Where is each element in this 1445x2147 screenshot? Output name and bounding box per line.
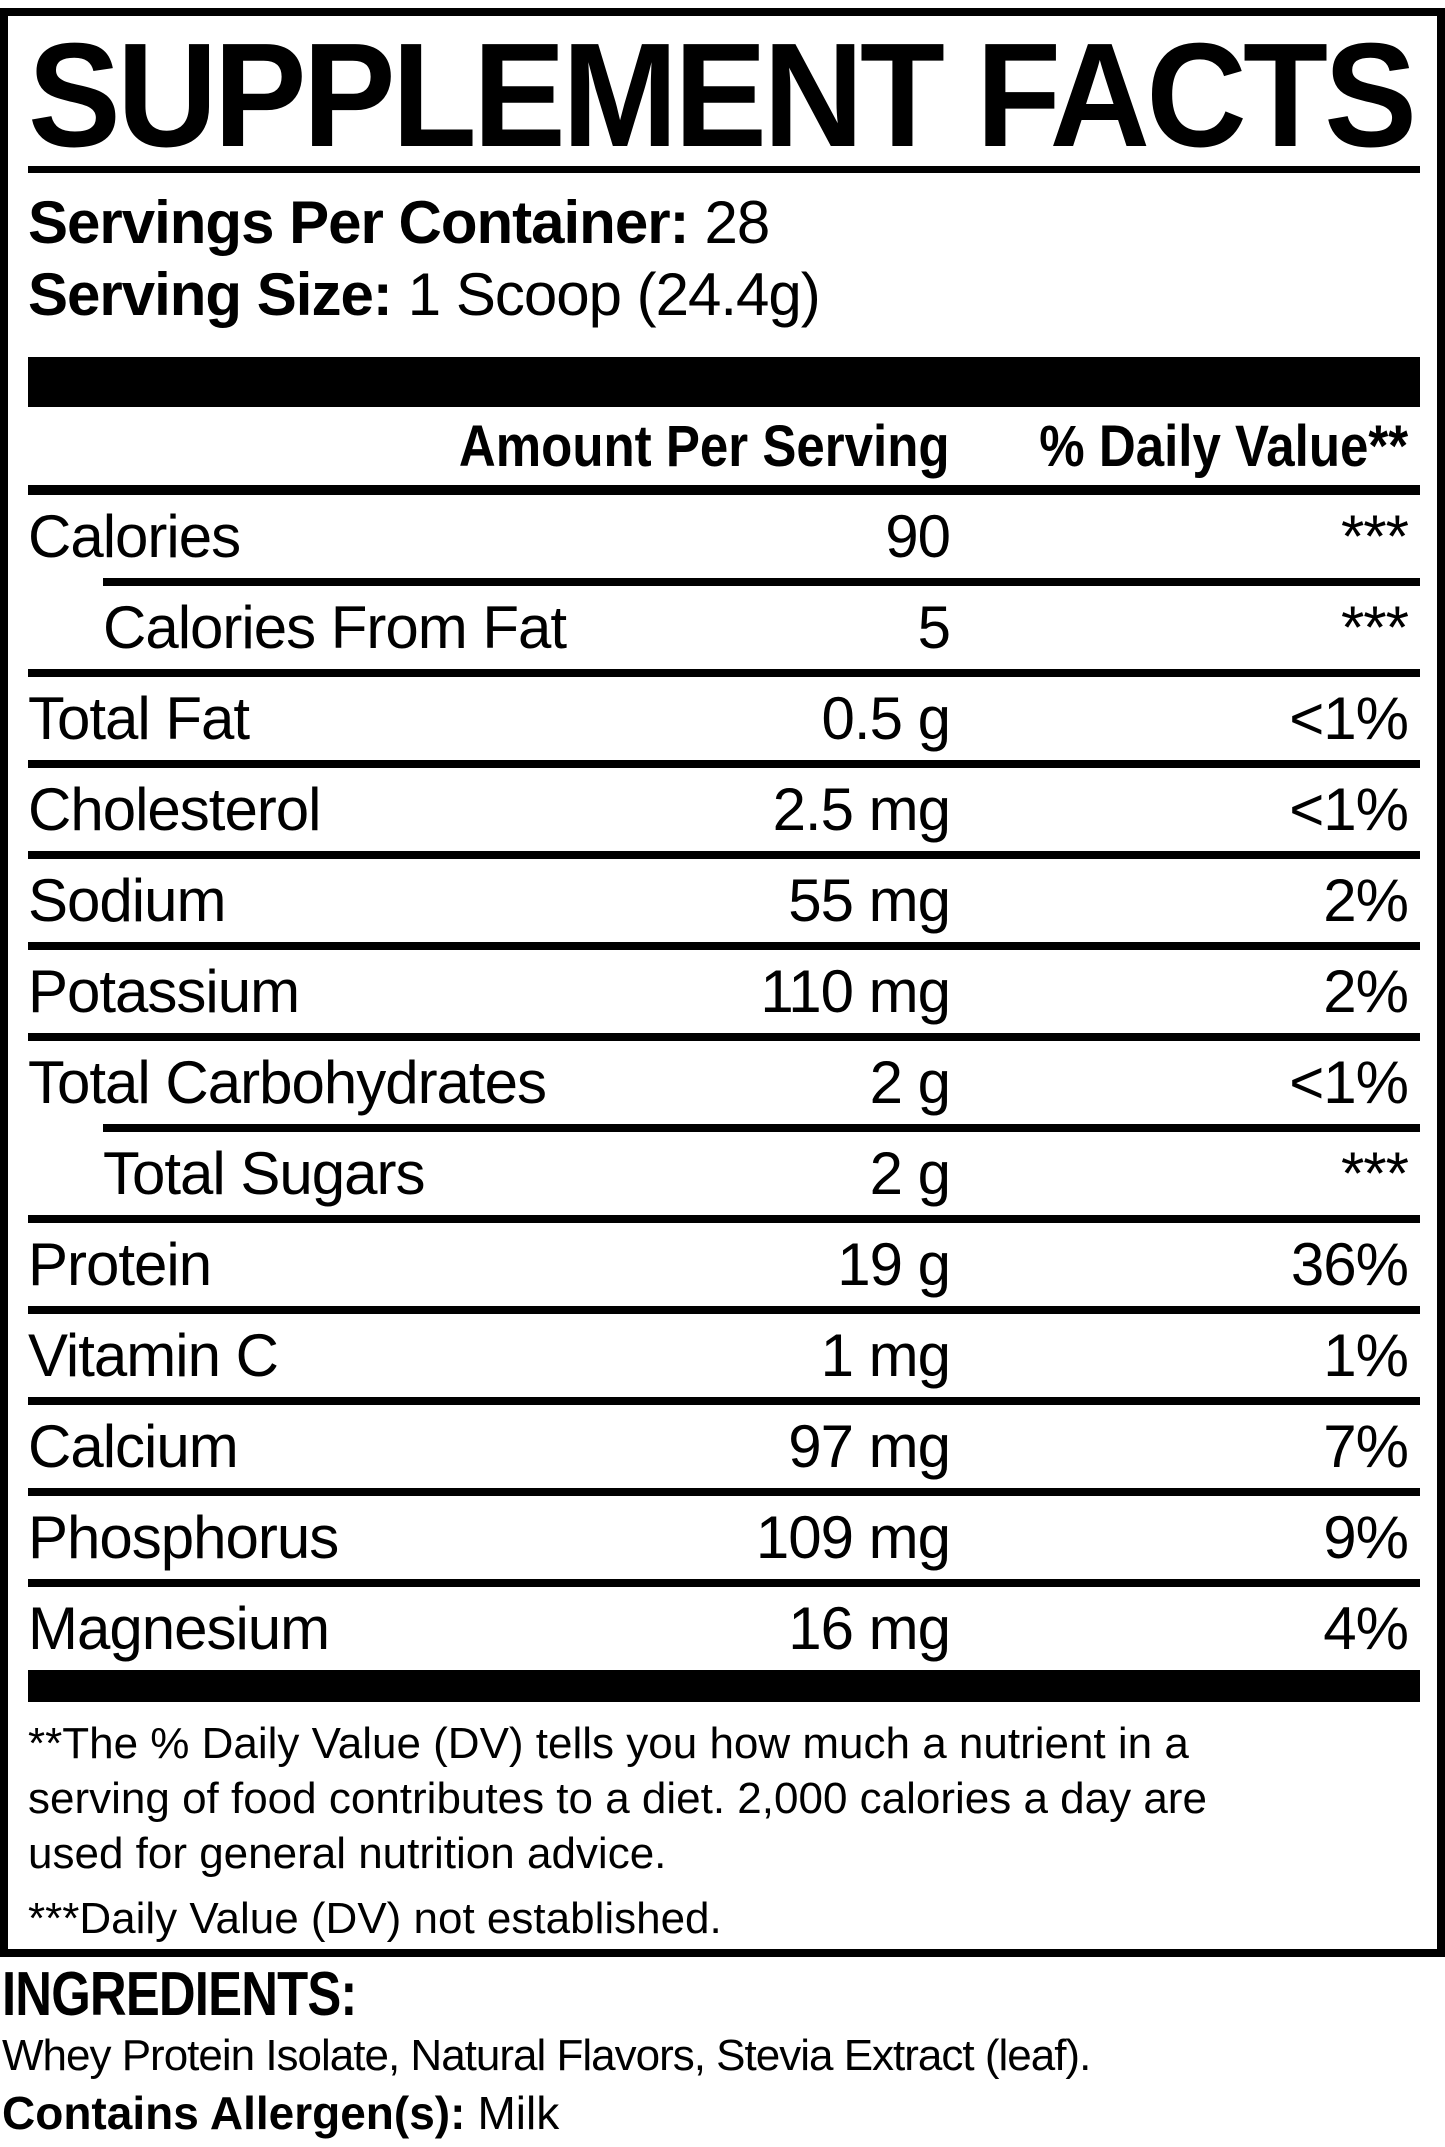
- title-row: SUPPLEMENT FACTS: [28, 13, 1420, 178]
- ingredients-heading-row: INGREDIENTS:: [2, 1963, 1445, 2027]
- row-cholesterol: Cholesterol 2.5 mg <1%: [28, 768, 1420, 851]
- allergen-label: Contains Allergen(s):: [2, 2087, 466, 2139]
- footnote-daily-value: **The % Daily Value (DV) tells you how m…: [28, 1719, 1207, 1878]
- row-divider: [28, 1033, 1420, 1041]
- supplement-facts-panel: SUPPLEMENT FACTS Servings Per Container:…: [0, 8, 1445, 1957]
- nutrient-amount: 97 mg: [788, 1413, 951, 1480]
- row-divider-indented: [103, 1124, 1420, 1132]
- nutrient-name: Total Fat: [28, 685, 250, 752]
- nutrient-daily-value: 36%: [1290, 1231, 1409, 1298]
- nutrient-amount: 110 mg: [760, 958, 951, 1025]
- nutrient-daily-value: ***: [1340, 1140, 1409, 1207]
- nutrient-daily-value: ***: [1340, 503, 1409, 570]
- ingredients-section: INGREDIENTS: Whey Protein Isolate, Natur…: [2, 1963, 1445, 2140]
- nutrient-amount: 2 g: [869, 1049, 951, 1116]
- row-potassium: Potassium 110 mg 2%: [28, 950, 1420, 1033]
- nutrient-daily-value: 7%: [1323, 1413, 1409, 1480]
- row-divider: [28, 942, 1420, 950]
- allergen-line: Contains Allergen(s): Milk: [2, 2087, 1445, 2139]
- title-divider: [28, 166, 1420, 173]
- nutrient-name: Calories: [28, 503, 241, 570]
- nutrient-name: Calories From Fat: [103, 594, 567, 661]
- row-divider: [28, 1488, 1420, 1496]
- nutrient-name: Protein: [28, 1231, 212, 1298]
- serving-size-label: Serving Size:: [28, 261, 393, 328]
- nutrient-amount: 19 g: [837, 1231, 951, 1298]
- nutrient-amount: 16 mg: [788, 1595, 951, 1662]
- servings-per-container-value: 28: [704, 189, 771, 256]
- nutrient-daily-value: <1%: [1289, 1049, 1409, 1116]
- nutrient-amount: 55 mg: [788, 867, 951, 934]
- row-divider: [28, 1397, 1420, 1405]
- row-calories-from-fat: Calories From Fat 5 ***: [28, 586, 1420, 669]
- nutrient-daily-value: 9%: [1323, 1504, 1409, 1571]
- row-divider: [28, 760, 1420, 768]
- nutrient-name: Vitamin C: [28, 1322, 279, 1389]
- row-phosphorus: Phosphorus 109 mg 9%: [28, 1496, 1420, 1579]
- row-total-fat: Total Fat 0.5 g <1%: [28, 677, 1420, 760]
- nutrient-amount: 2 g: [869, 1140, 951, 1207]
- servings-per-container-label: Servings Per Container:: [28, 189, 690, 256]
- row-sodium: Sodium 55 mg 2%: [28, 859, 1420, 942]
- nutrient-amount: 5: [917, 594, 951, 661]
- row-divider: [28, 669, 1420, 677]
- row-divider: [28, 1306, 1420, 1314]
- column-header-daily-value: % Daily Value**: [1039, 413, 1408, 479]
- nutrient-amount: 109 mg: [755, 1504, 951, 1571]
- nutrient-daily-value: 4%: [1323, 1595, 1409, 1662]
- row-protein: Protein 19 g 36%: [28, 1223, 1420, 1306]
- row-total-carbohydrates: Total Carbohydrates 2 g <1%: [28, 1041, 1420, 1124]
- row-magnesium: Magnesium 16 mg 4%: [28, 1587, 1420, 1670]
- row-total-sugars: Total Sugars 2 g ***: [28, 1132, 1420, 1215]
- row-divider-indented: [103, 578, 1420, 586]
- ingredients-heading: INGREDIENTS:: [2, 1960, 357, 2029]
- nutrient-daily-value: ***: [1340, 594, 1409, 661]
- nutrient-name: Potassium: [28, 958, 300, 1025]
- nutrient-name: Total Sugars: [103, 1140, 426, 1207]
- nutrient-name: Magnesium: [28, 1595, 330, 1662]
- nutrient-daily-value: <1%: [1289, 685, 1409, 752]
- page-title: SUPPLEMENT FACTS: [28, 13, 1417, 178]
- ingredients-list: Whey Protein Isolate, Natural Flavors, S…: [2, 2031, 1091, 2080]
- divider-bar-top: [28, 357, 1420, 407]
- table-header-divider: [28, 485, 1420, 495]
- nutrient-amount: 1 mg: [820, 1322, 951, 1389]
- row-vitamin-c: Vitamin C 1 mg 1%: [28, 1314, 1420, 1397]
- nutrient-name: Phosphorus: [28, 1504, 339, 1571]
- row-divider: [28, 851, 1420, 859]
- serving-size-line: Serving Size: 1 Scoop (24.4g): [28, 259, 1420, 331]
- serving-size-value: 1 Scoop (24.4g): [407, 261, 821, 328]
- nutrient-name: Sodium: [28, 867, 226, 934]
- nutrient-daily-value: 1%: [1323, 1322, 1409, 1389]
- nutrient-daily-value: 2%: [1323, 867, 1409, 934]
- nutrient-daily-value: <1%: [1289, 776, 1409, 843]
- nutrient-name: Total Carbohydrates: [28, 1049, 547, 1116]
- table-header-row: Amount Per Serving % Daily Value**: [28, 407, 1420, 485]
- nutrient-name: Cholesterol: [28, 776, 321, 843]
- nutrient-amount: 2.5 mg: [772, 776, 951, 843]
- nutrient-name: Calcium: [28, 1413, 239, 1480]
- divider-bar-bottom: [28, 1670, 1420, 1702]
- nutrient-amount: 0.5 g: [821, 685, 951, 752]
- nutrient-amount: 90: [885, 503, 951, 570]
- allergen-value: Milk: [477, 2087, 560, 2139]
- footnote-not-established: ***Daily Value (DV) not established.: [28, 1894, 722, 1943]
- row-divider: [28, 1215, 1420, 1223]
- row-divider: [28, 1579, 1420, 1587]
- column-header-amount: Amount Per Serving: [459, 413, 950, 479]
- row-calories: Calories 90 ***: [28, 495, 1420, 578]
- nutrient-daily-value: 2%: [1323, 958, 1409, 1025]
- row-calcium: Calcium 97 mg 7%: [28, 1405, 1420, 1488]
- servings-per-container-line: Servings Per Container: 28: [28, 187, 1420, 259]
